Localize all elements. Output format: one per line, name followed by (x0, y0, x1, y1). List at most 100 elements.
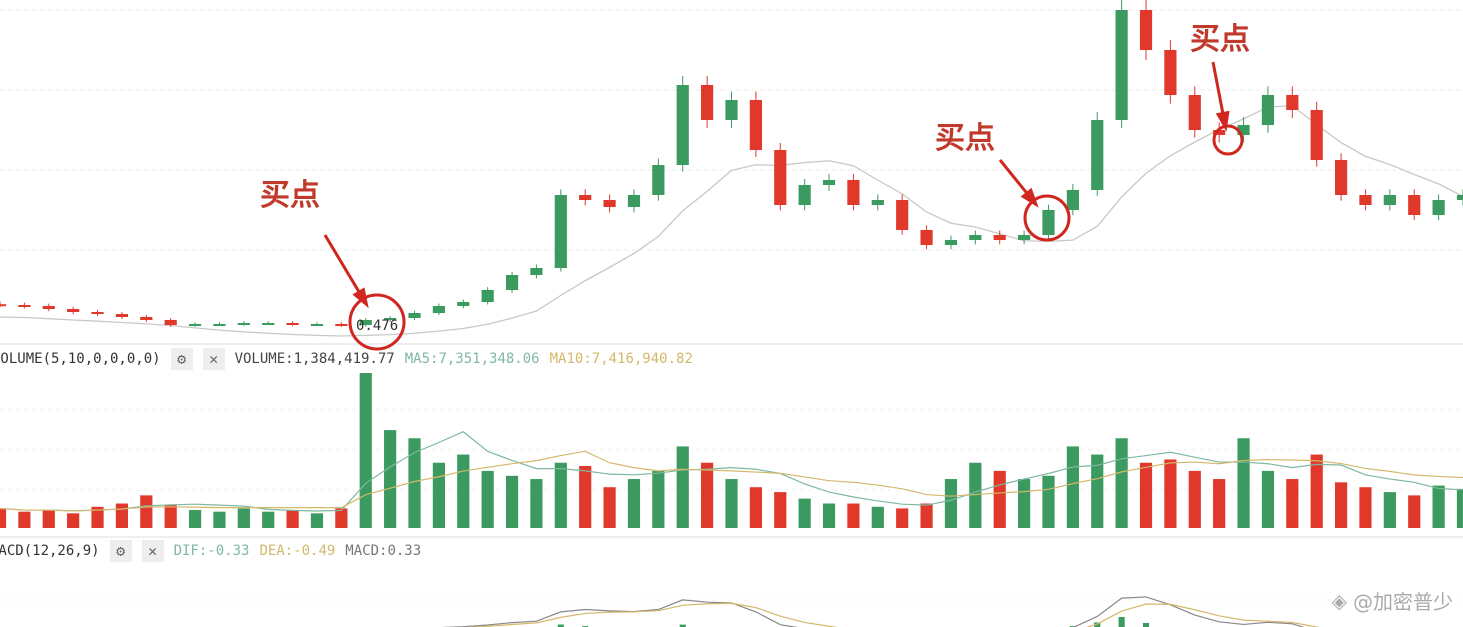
arrow-head (352, 287, 369, 309)
volume-bar (286, 510, 299, 528)
candle-body (91, 312, 104, 314)
candle-body (896, 200, 909, 230)
gear-icon[interactable]: ⚙ (109, 540, 132, 562)
volume-bar (1139, 462, 1153, 528)
candle-body (18, 305, 31, 307)
candle-body (847, 180, 860, 205)
candle-body (188, 324, 202, 326)
volume-bar (1432, 485, 1445, 528)
volume-bar (310, 513, 324, 528)
macd-indicator-name[interactable]: MACD(12,26,9) (0, 543, 100, 559)
macd-histogram-bar (679, 624, 686, 627)
candle-body (676, 85, 689, 165)
volume-bar (530, 479, 543, 528)
candle-body (1286, 95, 1299, 110)
candle-body (262, 323, 275, 325)
volume-bar (847, 503, 860, 528)
dif-value: DIF:-0.33 (173, 543, 250, 559)
arrow-shaft (323, 234, 363, 297)
buy-point-circle (1212, 124, 1244, 156)
arrow-shaft (1211, 61, 1226, 119)
volume-bar (969, 462, 982, 528)
macd-header: MACD(12,26,9) ⚙ ✕ DIF:-0.33 DEA:-0.49 MA… (0, 540, 421, 562)
candle-body (871, 200, 884, 205)
candle-body (627, 195, 641, 207)
volume-bar (457, 454, 470, 528)
dea-value: DEA:-0.49 (259, 543, 336, 559)
candle-body (798, 185, 811, 205)
candle-body (164, 320, 177, 325)
ma10-value: MA10:7,416,940.82 (549, 351, 693, 367)
volume-bar (384, 430, 397, 528)
candle-body (725, 100, 738, 120)
volume-bar (408, 438, 421, 528)
volume-bar (1408, 495, 1421, 528)
close-icon[interactable]: ✕ (141, 540, 164, 562)
candle-body (457, 302, 470, 306)
candle-body (1115, 10, 1128, 120)
candle-body (1359, 195, 1372, 205)
dif-line (439, 596, 1305, 627)
buy-point-annotation-2: 买点 (935, 121, 995, 156)
volume-bar (676, 446, 689, 528)
candle-body (432, 306, 445, 313)
macd-histogram-bar (1118, 617, 1125, 627)
candle-body (42, 306, 55, 309)
volume-bar (579, 466, 592, 528)
buy-point-circle (348, 293, 406, 351)
volume-bar (871, 506, 884, 528)
candle-body (1456, 195, 1463, 200)
volume-bar (481, 470, 494, 528)
candle-body (1310, 110, 1323, 160)
candle-body (286, 323, 299, 325)
buy-point-circle (1023, 194, 1071, 242)
volume-bar (1310, 454, 1323, 528)
volume-bar (91, 506, 104, 528)
gear-icon[interactable]: ⚙ (170, 348, 193, 370)
volume-bar (1164, 459, 1177, 528)
candle-body (384, 318, 397, 320)
candle-body (1018, 235, 1031, 240)
candle-body (774, 150, 787, 205)
candle-body (1188, 95, 1201, 130)
volume-ma5-line (0, 431, 1463, 512)
volume-bar (0, 508, 7, 528)
volume-value: VOLUME:1,384,419.77 (234, 351, 395, 367)
candle-body (993, 235, 1006, 240)
candle-body (1432, 200, 1445, 215)
volume-bar (359, 373, 372, 528)
volume-bar (1456, 488, 1463, 528)
volume-bar (1334, 482, 1348, 528)
candle-body (359, 320, 372, 325)
candle-body (1139, 10, 1153, 50)
candle-body (579, 195, 592, 200)
volume-indicator-name[interactable]: VOLUME(5,10,0,0,0,0) (0, 351, 161, 367)
volume-bar (432, 462, 445, 528)
candle-body (408, 313, 421, 318)
volume-bar (822, 503, 836, 528)
volume-bar (335, 508, 348, 528)
volume-bar (1066, 446, 1079, 528)
candle-body (67, 309, 80, 312)
volume-bar (1383, 492, 1396, 528)
volume-header: VOLUME(5,10,0,0,0,0) ⚙ ✕ VOLUME:1,384,41… (0, 348, 693, 370)
close-icon[interactable]: ✕ (202, 348, 225, 370)
candle-body (1408, 195, 1421, 215)
candle-body (969, 235, 982, 240)
volume-bar (701, 462, 714, 528)
volume-bar (1286, 479, 1299, 528)
volume-bar (896, 508, 909, 528)
candle-body (140, 317, 153, 320)
volume-bar (140, 495, 153, 528)
volume-bar (1213, 479, 1226, 528)
volume-bar (1091, 454, 1104, 528)
macd-histogram-bar (557, 624, 564, 627)
volume-bar (920, 503, 933, 528)
volume-bar (798, 498, 811, 528)
candle-body (1091, 120, 1104, 190)
volume-bar (1018, 479, 1031, 528)
volume-bar (213, 511, 226, 528)
candle-body (481, 290, 494, 302)
arrow-head (1020, 187, 1039, 208)
candle-body (530, 268, 543, 275)
